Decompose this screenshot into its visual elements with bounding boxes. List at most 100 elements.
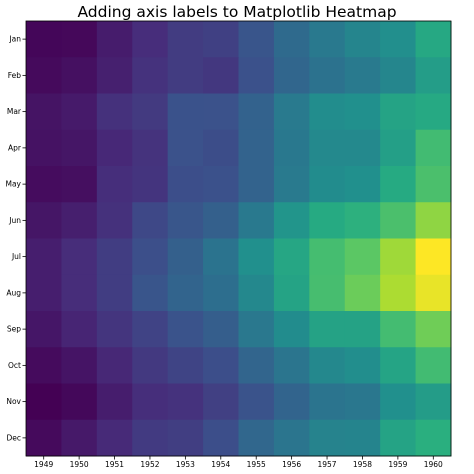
heatmap-cell bbox=[132, 419, 169, 457]
heatmap-cell bbox=[132, 166, 169, 203]
x-tick-label: 1951 bbox=[105, 460, 124, 469]
x-tick-label: 1953 bbox=[176, 460, 195, 469]
heatmap-cell bbox=[167, 57, 204, 94]
heatmap-cell bbox=[61, 311, 98, 348]
heatmap-cell bbox=[203, 238, 239, 276]
x-tick-label: 1957 bbox=[317, 460, 336, 469]
heatmap-cell bbox=[238, 383, 275, 421]
heatmap-cell bbox=[96, 274, 133, 312]
y-axis: Jan Feb Mar Apr May Jun Jul Aug Sep Oct Nov Dec bbox=[5, 35, 26, 442]
y-tick-label: Dec bbox=[6, 433, 21, 442]
chart-title: Adding axis labels to Matplotlib Heatmap bbox=[77, 3, 397, 21]
heatmap-cell bbox=[309, 419, 346, 457]
heatmap-cell bbox=[26, 311, 62, 348]
heatmap-cell bbox=[26, 274, 62, 312]
heatmap-cell bbox=[26, 419, 62, 457]
heatmap-cell bbox=[167, 129, 204, 167]
heatmap-cell bbox=[273, 57, 310, 94]
heatmap-cell bbox=[61, 238, 98, 276]
heatmap-cell bbox=[273, 166, 310, 203]
heatmap-cell bbox=[96, 93, 133, 131]
heatmap-cell bbox=[309, 274, 346, 312]
heatmap-cell bbox=[309, 311, 346, 348]
heatmap-cell bbox=[203, 129, 239, 167]
heatmap-cell bbox=[344, 238, 381, 276]
heatmap-cell bbox=[273, 238, 310, 276]
heatmap-cell bbox=[96, 347, 133, 384]
heatmap-cell bbox=[132, 202, 169, 239]
heatmap-cell bbox=[167, 93, 204, 131]
x-tick-label: 1949 bbox=[34, 460, 53, 469]
heatmap-cell bbox=[415, 129, 452, 167]
heatmap-cell bbox=[380, 419, 417, 457]
heatmap-cell bbox=[415, 383, 452, 421]
heatmap-cell bbox=[415, 274, 452, 312]
heatmap-cell bbox=[415, 57, 452, 94]
heatmap-cell bbox=[309, 129, 346, 167]
heatmap-cell bbox=[167, 383, 204, 421]
heatmap-cell bbox=[344, 274, 381, 312]
heatmap-cell bbox=[238, 57, 275, 94]
y-tick-label: Nov bbox=[6, 397, 21, 406]
heatmap-cell bbox=[132, 274, 169, 312]
heatmap-cell bbox=[309, 93, 346, 131]
heatmap-cell bbox=[344, 129, 381, 167]
heatmap-cell bbox=[96, 238, 133, 276]
y-tick-label: Apr bbox=[8, 143, 22, 152]
heatmap-cell bbox=[167, 347, 204, 384]
heatmap-cell bbox=[415, 347, 452, 384]
y-tick-label: Jul bbox=[11, 252, 21, 261]
heatmap-cell bbox=[380, 202, 417, 239]
heatmap-cell bbox=[238, 166, 275, 203]
heatmap-cell bbox=[309, 166, 346, 203]
heatmap-cell bbox=[344, 166, 381, 203]
heatmap-cell bbox=[26, 21, 62, 58]
heatmap-cell bbox=[309, 347, 346, 384]
heatmap-cell bbox=[96, 129, 133, 167]
heatmap-cell bbox=[26, 202, 62, 239]
heatmap-cell bbox=[203, 202, 239, 239]
heatmap-cell bbox=[309, 383, 346, 421]
heatmap-cell bbox=[415, 93, 452, 131]
x-tick-label: 1954 bbox=[211, 460, 230, 469]
heatmap-cell bbox=[238, 347, 275, 384]
heatmap-cell bbox=[238, 202, 275, 239]
heatmap-cell bbox=[238, 419, 275, 457]
heatmap-cell bbox=[96, 419, 133, 457]
y-tick-label: Sep bbox=[7, 325, 21, 334]
heatmap-cell bbox=[167, 311, 204, 348]
heatmap-cell bbox=[203, 57, 239, 94]
x-tick-label: 1955 bbox=[247, 460, 266, 469]
heatmap-cell bbox=[415, 202, 452, 239]
heatmap-cell bbox=[238, 21, 275, 58]
heatmap-cell bbox=[61, 57, 98, 94]
heatmap-cell bbox=[132, 383, 169, 421]
y-tick-label: Oct bbox=[8, 361, 21, 370]
heatmap-cell bbox=[238, 311, 275, 348]
y-tick-label: Feb bbox=[8, 71, 22, 80]
heatmap-cell bbox=[415, 166, 452, 203]
heatmap-cell bbox=[26, 383, 62, 421]
heatmap-cell bbox=[203, 166, 239, 203]
heatmap-cell bbox=[273, 311, 310, 348]
heatmap-cell bbox=[273, 93, 310, 131]
heatmap-cell bbox=[415, 419, 452, 457]
heatmap-cell bbox=[344, 311, 381, 348]
heatmap-cell bbox=[167, 202, 204, 239]
heatmap-cell bbox=[273, 347, 310, 384]
y-tick-label: Jan bbox=[8, 35, 21, 44]
heatmap-cell bbox=[238, 93, 275, 131]
heatmap-cell bbox=[26, 238, 62, 276]
heatmap-cell bbox=[380, 57, 417, 94]
heatmap-cell bbox=[415, 311, 452, 348]
heatmap-cell bbox=[380, 311, 417, 348]
heatmap-cell bbox=[273, 383, 310, 421]
heatmap-cell bbox=[61, 21, 98, 58]
heatmap-cell bbox=[26, 57, 62, 94]
heatmap-cell bbox=[167, 419, 204, 457]
heatmap-cell bbox=[238, 274, 275, 312]
heatmap-cell bbox=[238, 129, 275, 167]
heatmap-cell bbox=[26, 129, 62, 167]
